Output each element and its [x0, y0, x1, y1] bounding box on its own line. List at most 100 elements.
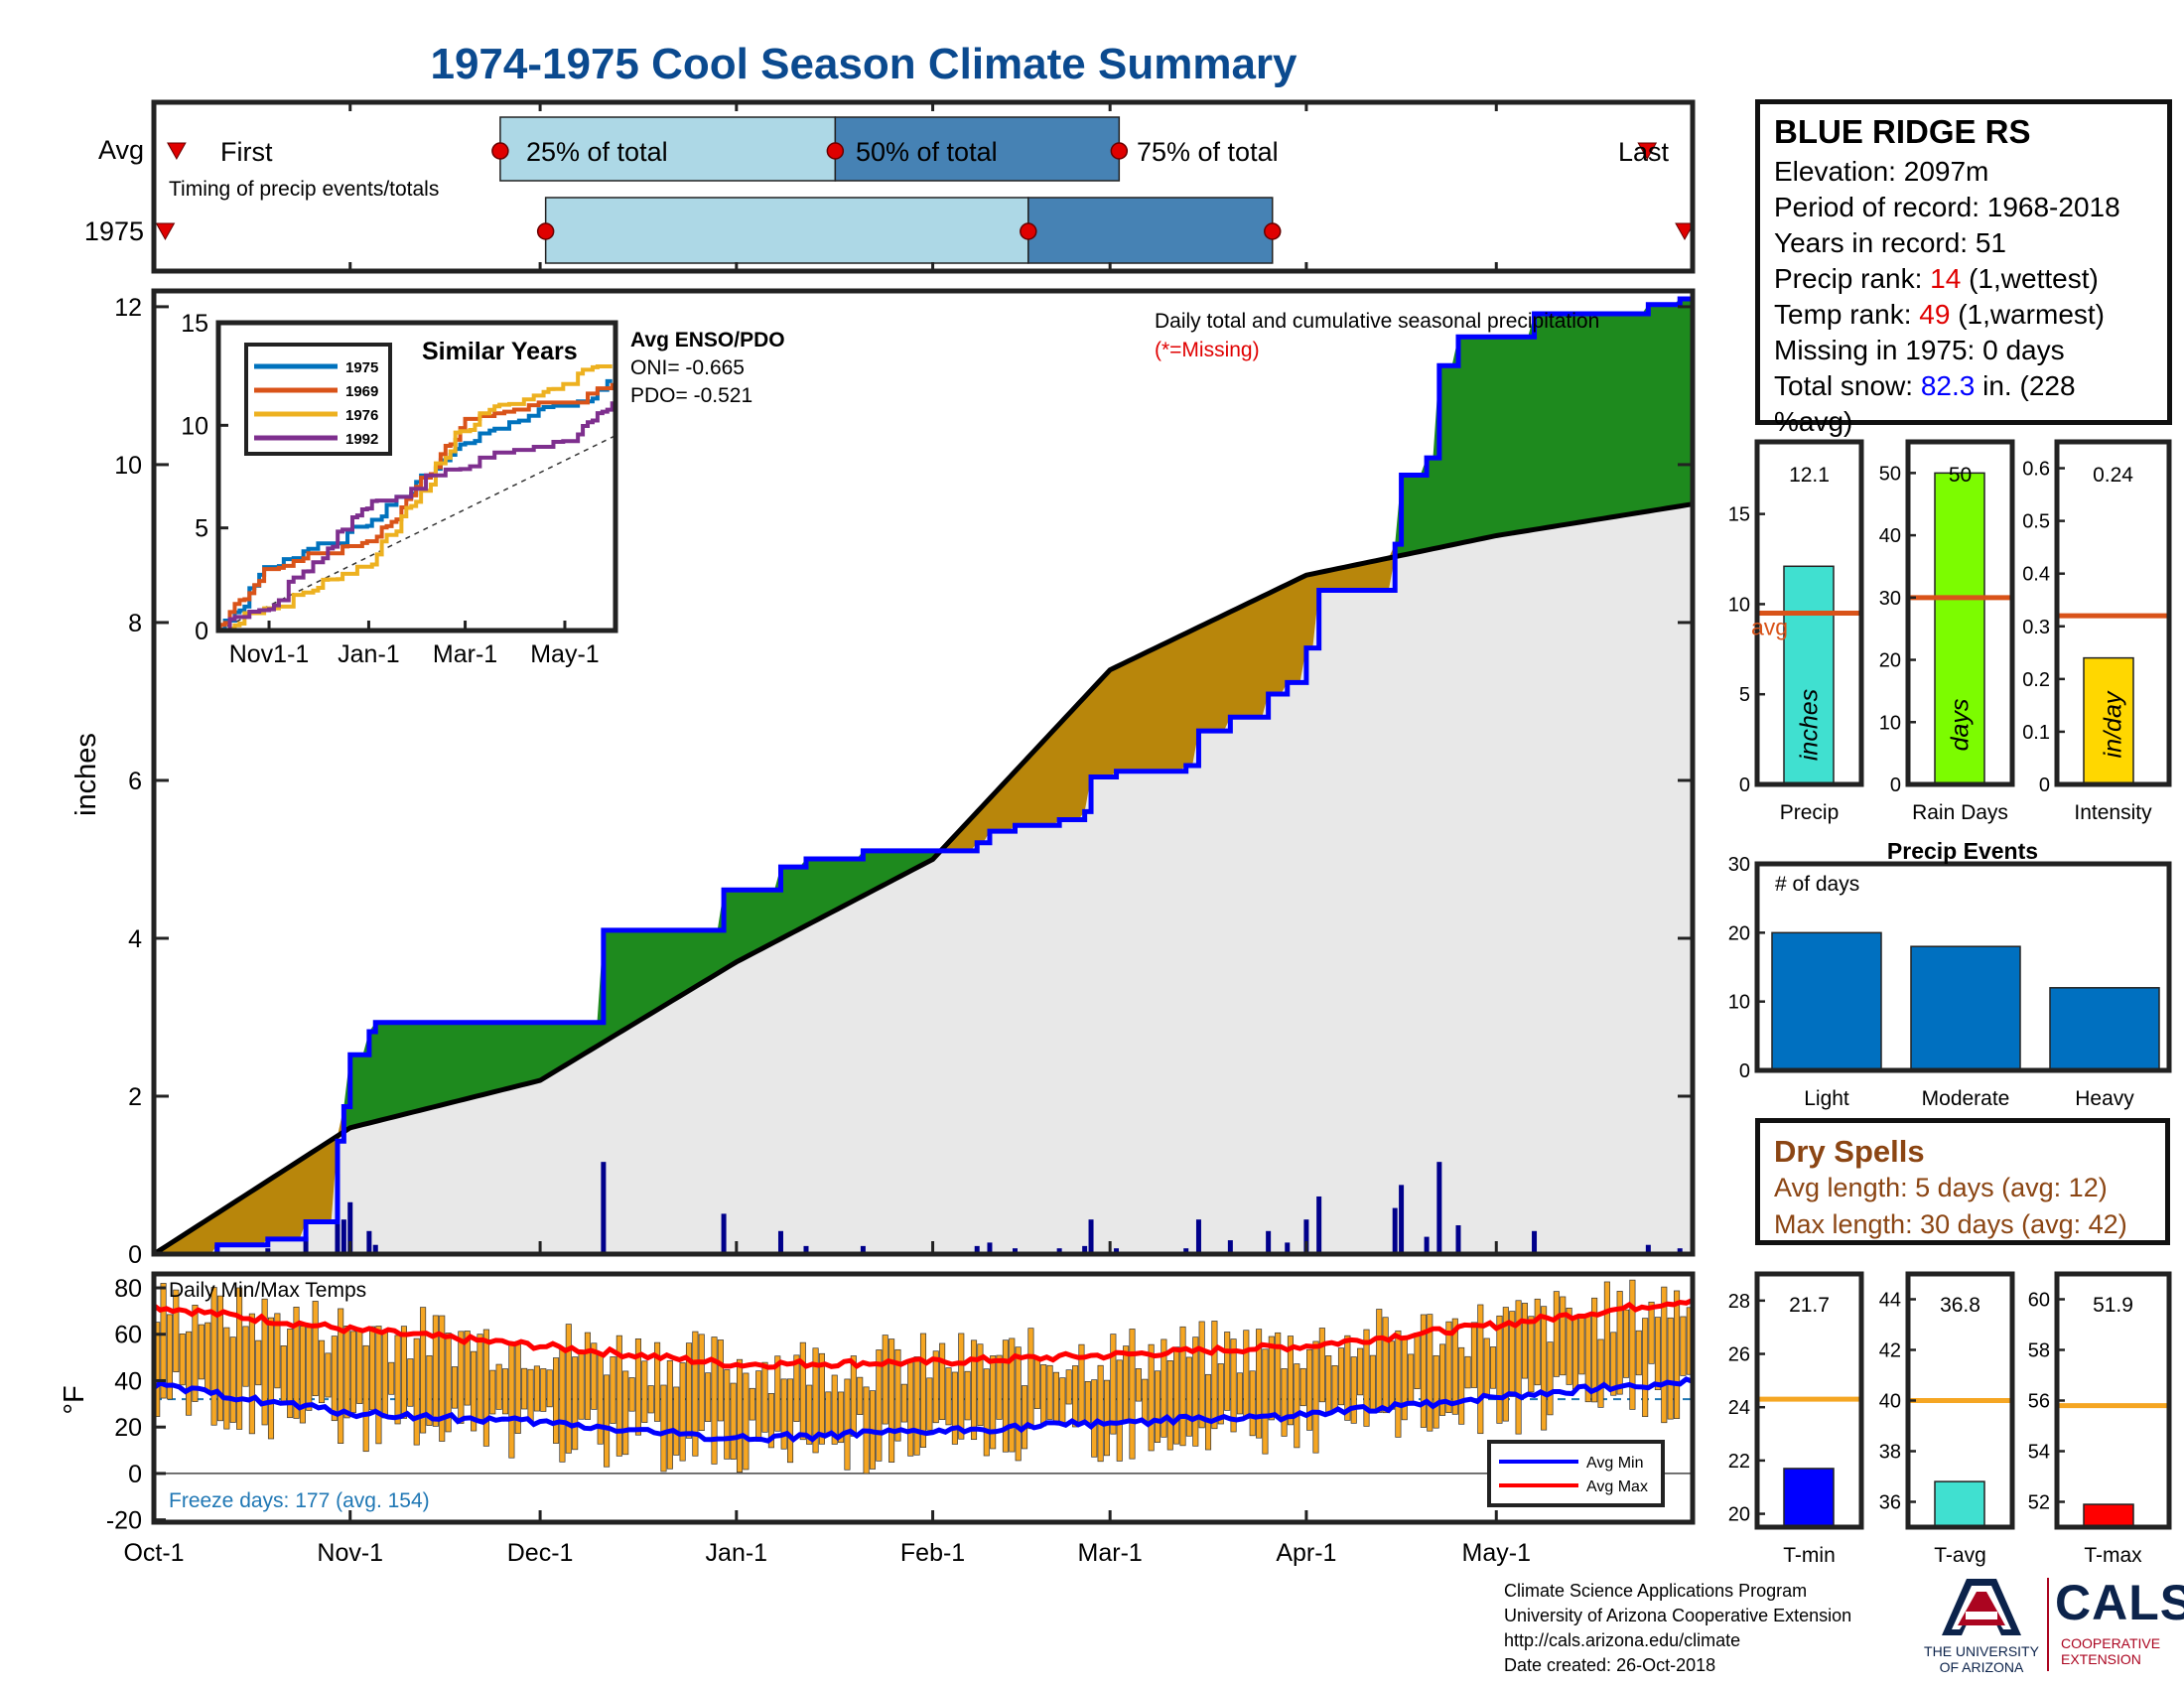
daily-precip-bar-9 [721, 1213, 727, 1254]
summary-bar-frame-1 [1754, 439, 1864, 787]
summary-bar-value-2: 50 [1949, 464, 1972, 487]
daily-temp-bar-7 [198, 1324, 205, 1380]
daily-temp-bar-27 [325, 1352, 332, 1398]
daily-temp-bar-90 [724, 1369, 731, 1460]
daily-temp-bar-39 [400, 1326, 407, 1419]
daily-temp-bar-125 [945, 1367, 952, 1426]
daily-temp-bar-232 [1622, 1309, 1630, 1378]
daily-temp-bar-211 [1490, 1346, 1497, 1389]
summary-bar-tick-label-1-2: 10 [1728, 594, 1750, 616]
daily-temp-bar-130 [977, 1343, 984, 1427]
daily-temp-bar-150 [1103, 1379, 1111, 1457]
daily-temp-bar-116 [888, 1338, 895, 1463]
daily-temp-bar-209 [1477, 1304, 1484, 1435]
daily-temp-bar-182 [1306, 1348, 1313, 1431]
inset-ytick-label-3: 15 [181, 310, 208, 338]
legend-min-label: Avg Min [1586, 1455, 1644, 1472]
inset-title: Similar Years [422, 338, 578, 365]
daily-temp-bar-157 [1148, 1343, 1155, 1452]
dry-spells-max: Max length: 30 days (avg: 42) [1774, 1209, 2127, 1239]
daily-temp-bar-16 [255, 1339, 262, 1386]
daily-temp-bar-22 [293, 1307, 300, 1419]
summary-bar-tick-label-2-3: 30 [1879, 588, 1901, 610]
daily-temp-bar-238 [1661, 1286, 1668, 1424]
daily-temp-bar-206 [1458, 1346, 1465, 1425]
daily-temp-bar-21 [287, 1329, 294, 1419]
daily-temp-bar-20 [280, 1345, 287, 1404]
summary-bar-2: 50 days Rain Days 0 10 20 30 40 50 [1879, 439, 2015, 824]
daily-temp-bar-74 [622, 1370, 629, 1456]
daily-temp-bar-105 [818, 1352, 825, 1445]
daily-temp-bar-88 [711, 1336, 718, 1465]
summary-bar-tick-label-3-6: 0.6 [2022, 459, 2050, 481]
summary-bar-tick-label-3-4: 0.4 [2022, 564, 2050, 586]
daily-precip-bar-15 [1012, 1248, 1018, 1254]
daily-temp-bar-151 [1110, 1334, 1117, 1435]
daily-temp-bar-64 [559, 1348, 566, 1463]
temp-bar-2: 36.8 T-avg 36 38 40 42 44 [1879, 1271, 2015, 1567]
precip-event-label-0: Light [1804, 1087, 1849, 1110]
temperature-caption: Daily Min/Max Temps [169, 1279, 366, 1302]
daily-temp-bar-144 [1065, 1369, 1072, 1405]
inset-frame [215, 320, 618, 633]
daily-temp-bar-67 [578, 1350, 585, 1420]
temp-bar-label-2: T-avg [1934, 1544, 1986, 1567]
daily-temp-bar-172 [1243, 1330, 1250, 1419]
daily-temp-bar-84 [685, 1342, 693, 1439]
daily-temp-bar-140 [1040, 1364, 1047, 1427]
daily-temp-bar-8 [205, 1322, 211, 1392]
summary-bar-avg-label: avg [1751, 615, 1788, 640]
daily-precip-bar-31 [1455, 1224, 1461, 1254]
temp-bar-tick-label-2-3: 42 [1879, 1340, 1901, 1362]
daily-temp-bar-95 [755, 1370, 762, 1442]
precip-ytick-label-0: 0 [128, 1241, 142, 1269]
precip-caption: Daily total and cumulative seasonal prec… [1155, 310, 1599, 333]
daily-precip-bar-5 [347, 1201, 353, 1254]
temp-bar-tick-label-1-3: 26 [1728, 1344, 1750, 1366]
daily-temp-bar-218 [1534, 1298, 1541, 1386]
precip-ytick-label-2: 4 [128, 925, 142, 953]
summary-bar-value-3: 0.24 [2093, 464, 2133, 487]
daily-temp-bar-92 [736, 1358, 744, 1473]
daily-temp-bar-9 [210, 1287, 217, 1426]
daily-temp-bar-155 [1135, 1368, 1142, 1402]
timing-p50-label: 50% of total [856, 137, 998, 167]
daily-temp-bar-214 [1509, 1311, 1516, 1397]
timing-caption: Timing of precip events/totals [169, 178, 439, 201]
daily-temp-bar-166 [1204, 1373, 1212, 1451]
precip-ytick-label-3: 6 [128, 768, 142, 795]
temperature-legend-box [1487, 1440, 1665, 1507]
daily-temp-bar-2 [166, 1314, 173, 1400]
avg-max-temp-line [152, 1298, 1695, 1370]
inset-xtick-label-1: Jan-1 [338, 640, 400, 668]
daily-temp-bar-142 [1052, 1371, 1059, 1425]
daily-temp-bar-60 [533, 1365, 540, 1412]
daily-precip-bar-27 [1392, 1207, 1398, 1254]
precip-events-tick-label-2: 20 [1728, 922, 1750, 944]
cumulative-base-area [154, 503, 1693, 1254]
temp-bar-tick-label-3-3: 58 [2028, 1340, 2050, 1362]
daily-precip-bar-12 [860, 1245, 866, 1254]
daily-temp-bar-222 [1560, 1296, 1567, 1376]
daily-temp-bar-145 [1072, 1365, 1079, 1428]
footer-date: Date created: 26-Oct-2018 [1504, 1655, 1716, 1675]
daily-temp-bar-91 [730, 1382, 737, 1460]
daily-temp-bar-175 [1262, 1348, 1269, 1455]
daily-temp-bar-236 [1648, 1301, 1655, 1364]
daily-precip-bar-7 [372, 1244, 378, 1254]
daily-precip-bar-29 [1424, 1236, 1430, 1254]
dry-spells-box: Dry Spells Avg length: 5 days (avg: 12) … [1755, 1118, 2170, 1245]
summary-bar-frame-2 [1905, 439, 2015, 787]
inset-ytick-label-0: 0 [195, 618, 208, 645]
avg-min-temp-line [152, 1376, 1694, 1444]
daily-precip-bar-1 [265, 1248, 271, 1254]
footer-url[interactable]: http://cals.arizona.edu/climate [1504, 1630, 1741, 1650]
daily-temp-bar-40 [407, 1358, 414, 1407]
daily-temp-bar-162 [1179, 1326, 1186, 1447]
summary-bar-tick-label-1-3: 15 [1728, 504, 1750, 526]
daily-temp-bar-10 [216, 1295, 224, 1422]
timing-marker-2 [1110, 142, 1129, 160]
daily-temp-bar-191 [1363, 1329, 1370, 1427]
timing-year-late-bar [1027, 197, 1274, 264]
daily-temp-bar-133 [996, 1354, 1003, 1420]
